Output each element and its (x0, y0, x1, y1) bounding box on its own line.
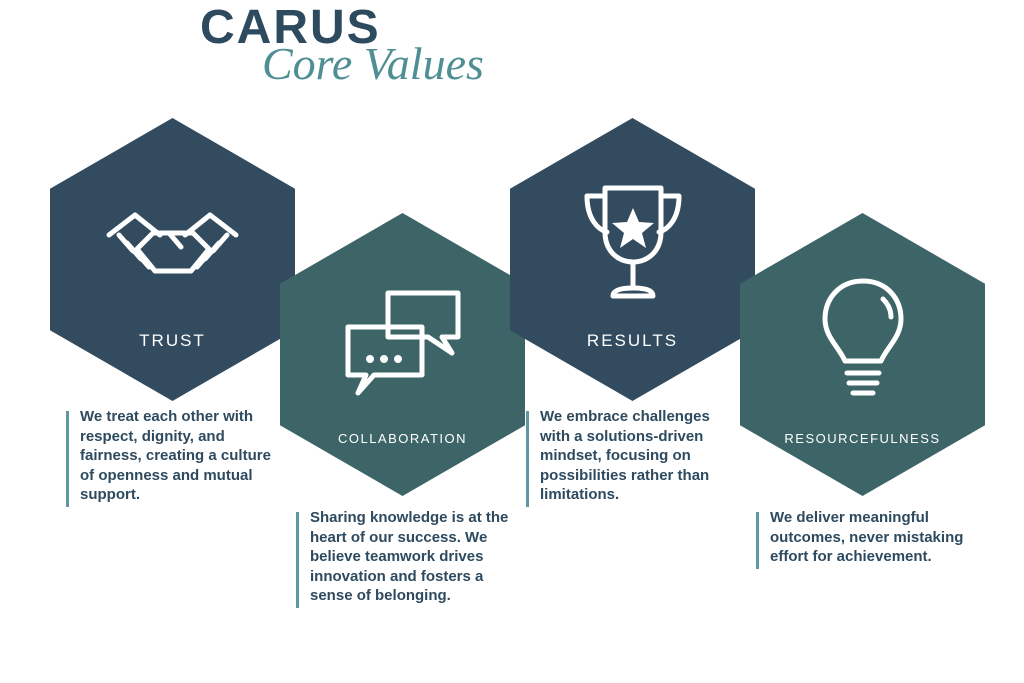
hex-resourcefulness: RESOURCEFULNESS (740, 213, 985, 496)
infographic-stage: CARUS Core Values (0, 0, 1024, 683)
hex-results: RESULTS (510, 118, 755, 401)
hex-trust: TRUST (50, 118, 295, 401)
desc-collaboration: Sharing knowledge is at the heart of our… (310, 508, 510, 606)
accent-bar (296, 512, 299, 608)
accent-bar (66, 411, 69, 507)
subtitle: Core Values (262, 37, 484, 90)
desc-results: We embrace challenges with a solutions-d… (540, 407, 740, 505)
title-block: CARUS Core Values (200, 0, 484, 90)
handshake-icon (50, 118, 295, 331)
desc-trust-text: We treat each other with respect, dignit… (80, 408, 271, 503)
hex-results-label: RESULTS (587, 331, 678, 351)
hex-trust-label: TRUST (139, 331, 206, 351)
hex-collaboration-label: COLLABORATION (338, 431, 467, 446)
chat-icon (280, 213, 525, 431)
accent-bar (526, 411, 529, 507)
desc-results-text: We embrace challenges with a solutions-d… (540, 408, 710, 503)
accent-bar (756, 512, 759, 569)
desc-trust: We treat each other with respect, dignit… (80, 407, 280, 505)
desc-collaboration-text: Sharing knowledge is at the heart of our… (310, 509, 508, 604)
trophy-icon (510, 118, 755, 331)
desc-resourcefulness: We deliver meaningful outcomes, never mi… (770, 508, 970, 567)
desc-resourcefulness-text: We deliver meaningful outcomes, never mi… (770, 509, 963, 565)
hex-resourcefulness-label: RESOURCEFULNESS (784, 431, 940, 446)
lightbulb-icon (740, 213, 985, 431)
hex-collaboration: COLLABORATION (280, 213, 525, 496)
